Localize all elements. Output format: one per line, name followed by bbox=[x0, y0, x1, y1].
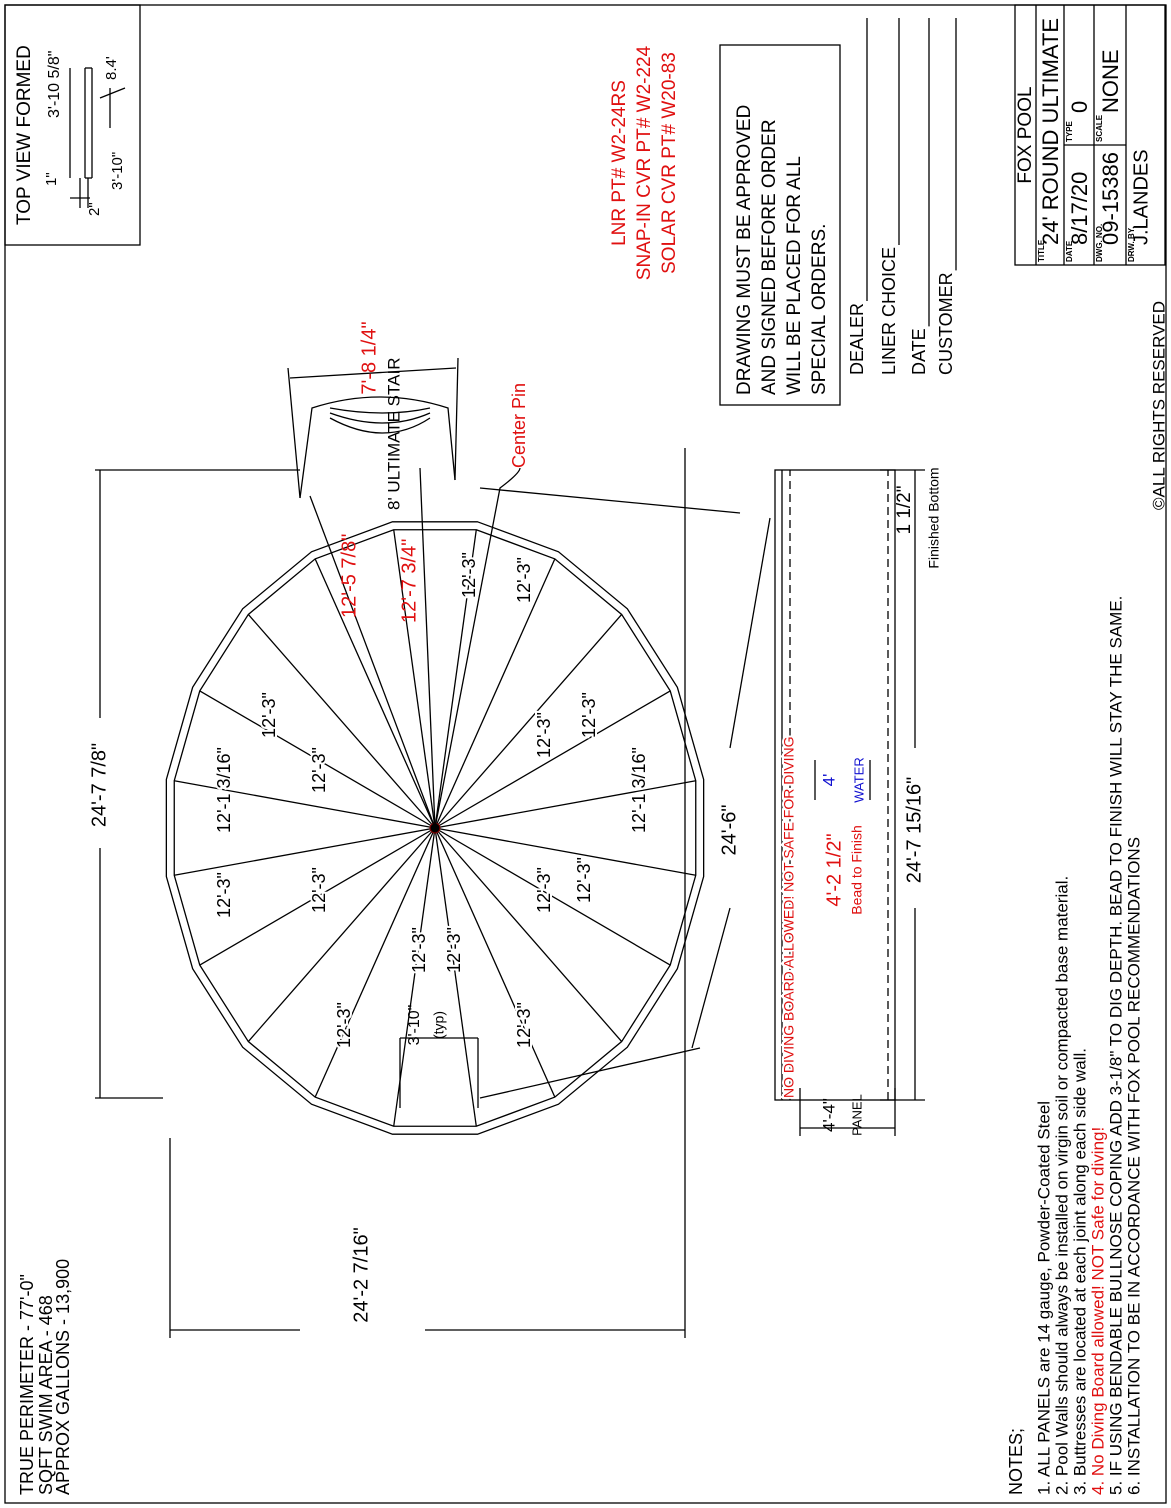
signoff-label: DATE bbox=[909, 328, 929, 375]
radius-label: 12'-3" bbox=[309, 867, 329, 913]
stat: TRUE PERIMETER - 77'-0" bbox=[17, 1274, 37, 1495]
type: 0 bbox=[1067, 101, 1092, 113]
bead-label: Bead to Finish bbox=[849, 825, 865, 915]
stair-label: 8' ULTIMATE STAIR bbox=[384, 358, 403, 511]
line bbox=[435, 828, 696, 875]
overall-width: 24'-2 7/16" bbox=[350, 1227, 372, 1322]
radius-label: 12'-3" bbox=[444, 927, 464, 973]
radius-label: 12'-3" bbox=[514, 1002, 534, 1048]
center-pin-label: Center Pin bbox=[509, 383, 529, 468]
panel-height: 4'-4" bbox=[819, 1098, 838, 1132]
part-number: SOLAR CVR PT# W20-83 bbox=[659, 52, 680, 274]
dim: 3'-10 5/8" bbox=[46, 51, 63, 118]
radius-label: 12'-3" bbox=[334, 1002, 354, 1048]
company: FOX POOL bbox=[1015, 86, 1036, 183]
note: 5. IF USING BENDABLE BULLNOSE COPING ADD… bbox=[1106, 596, 1125, 1495]
part-number: SNAP-IN CVR PT# W2-224 bbox=[634, 45, 655, 280]
dim: 1" bbox=[43, 172, 60, 186]
radius-label: 12'-3" bbox=[214, 872, 234, 918]
signoff-label: LINER CHOICE bbox=[879, 247, 899, 375]
sheet: TRUE PERIMETER - 77'-0"SQFT SWIM AREA - … bbox=[5, 5, 1168, 1495]
water-label: WATER bbox=[851, 757, 866, 803]
stat: APPROX GALLONS - 13,900 bbox=[53, 1259, 73, 1495]
bottom-label: Finished Bottom bbox=[926, 467, 942, 568]
line bbox=[435, 828, 476, 1126]
line bbox=[174, 828, 435, 875]
bottom-depth: 1 1/2" bbox=[894, 485, 915, 534]
approval-text: WILL BE PLACED FOR ALL bbox=[784, 156, 805, 395]
section-warning: NO DIVING BOARD ALLOWED! NOT SAFE FOR DI… bbox=[781, 737, 797, 1098]
line bbox=[100, 88, 125, 98]
notes-heading: NOTES; bbox=[1006, 1428, 1026, 1495]
radius-label: 12'-3" bbox=[309, 747, 329, 793]
stair-radius: 12'-5 7/8" bbox=[338, 534, 360, 618]
drawing: TRUE PERIMETER - 77'-0"SQFT SWIM AREA - … bbox=[0, 0, 1171, 1508]
field-label: TYPE bbox=[1065, 120, 1074, 142]
radius-label: 12'-1 3/16" bbox=[214, 747, 234, 833]
title: 24' ROUND ULTIMATE bbox=[1038, 18, 1063, 245]
part-number: LNR PT# W2-24RS bbox=[609, 80, 630, 246]
stair bbox=[300, 397, 455, 498]
radius-label: 12'-3" bbox=[459, 552, 479, 598]
line bbox=[730, 518, 770, 748]
stair-radius: 12'-7 3/4" bbox=[398, 539, 420, 623]
field-label: SCALE bbox=[1095, 114, 1104, 142]
note: 4. No Diving Board allowed! NOT Safe for… bbox=[1088, 1127, 1107, 1495]
scale: NONE bbox=[1098, 49, 1123, 113]
approval-text: DRAWING MUST BE APPROVED bbox=[734, 105, 755, 395]
radius-label: 12'-3" bbox=[579, 692, 599, 738]
panel-label: PANEL bbox=[849, 1094, 864, 1136]
note: 1. ALL PANELS are 14 gauge, Powder-Coate… bbox=[1034, 1101, 1053, 1495]
radius-label: 12'-3" bbox=[514, 557, 534, 603]
radius-label: 12'-3" bbox=[409, 927, 429, 973]
top-view-title: TOP VIEW FORMED bbox=[14, 45, 35, 225]
copyright: ©ALL RIGHTS RESERVED bbox=[1149, 301, 1168, 510]
signoff-label: DEALER bbox=[847, 303, 867, 375]
note: 2. Pool Walls should always be installed… bbox=[1052, 876, 1071, 1495]
line bbox=[435, 781, 696, 828]
line bbox=[288, 368, 300, 498]
diagonal: 24'-6" bbox=[718, 805, 740, 856]
approval-text: AND SIGNED BEFORE ORDER bbox=[759, 119, 780, 395]
overall-length: 24'-7 7/8" bbox=[88, 743, 110, 827]
radius-label: 12'-3" bbox=[534, 712, 554, 758]
section-length: 24'-7 15/16" bbox=[903, 777, 925, 884]
stair-width: 7'-8 1/4" bbox=[358, 321, 380, 394]
dim: 8.4' bbox=[103, 56, 120, 80]
line bbox=[480, 488, 740, 513]
border bbox=[5, 5, 1166, 1503]
dwg-number: 09-15386 bbox=[1098, 152, 1123, 245]
bead-depth: 4'-2 1/2" bbox=[823, 833, 845, 906]
stair-step bbox=[330, 418, 430, 433]
stair-step bbox=[330, 408, 430, 413]
panel-width: 3'-10" bbox=[406, 1005, 423, 1046]
stair-step bbox=[330, 413, 430, 423]
page: {"stats": ["TRUE PERIMETER - 77'-0\"", "… bbox=[0, 0, 1171, 1508]
approval-text: SPECIAL ORDERS. bbox=[809, 224, 830, 395]
dim: 3'-10" bbox=[109, 152, 126, 190]
radius-label: 12'-3" bbox=[534, 867, 554, 913]
panel-note: (typ) bbox=[431, 1011, 447, 1039]
note: 6. INSTALLATION TO BE IN ACCORDANCE WITH… bbox=[1124, 837, 1143, 1495]
line bbox=[692, 908, 730, 1048]
radius-label: 12'-3" bbox=[574, 857, 594, 903]
radius-label: 12'-3" bbox=[259, 692, 279, 738]
line bbox=[480, 1048, 700, 1098]
note: 3. Buttresses are located at each joint … bbox=[1070, 1048, 1089, 1495]
date: 8/17/20 bbox=[1067, 172, 1092, 245]
drawn-by: J.LANDES bbox=[1130, 149, 1152, 245]
water-depth: 4' bbox=[819, 774, 838, 787]
line bbox=[455, 358, 458, 480]
signoff-label: CUSTOMER bbox=[936, 272, 956, 375]
radius-label: 12'-1 3/16" bbox=[629, 747, 649, 833]
